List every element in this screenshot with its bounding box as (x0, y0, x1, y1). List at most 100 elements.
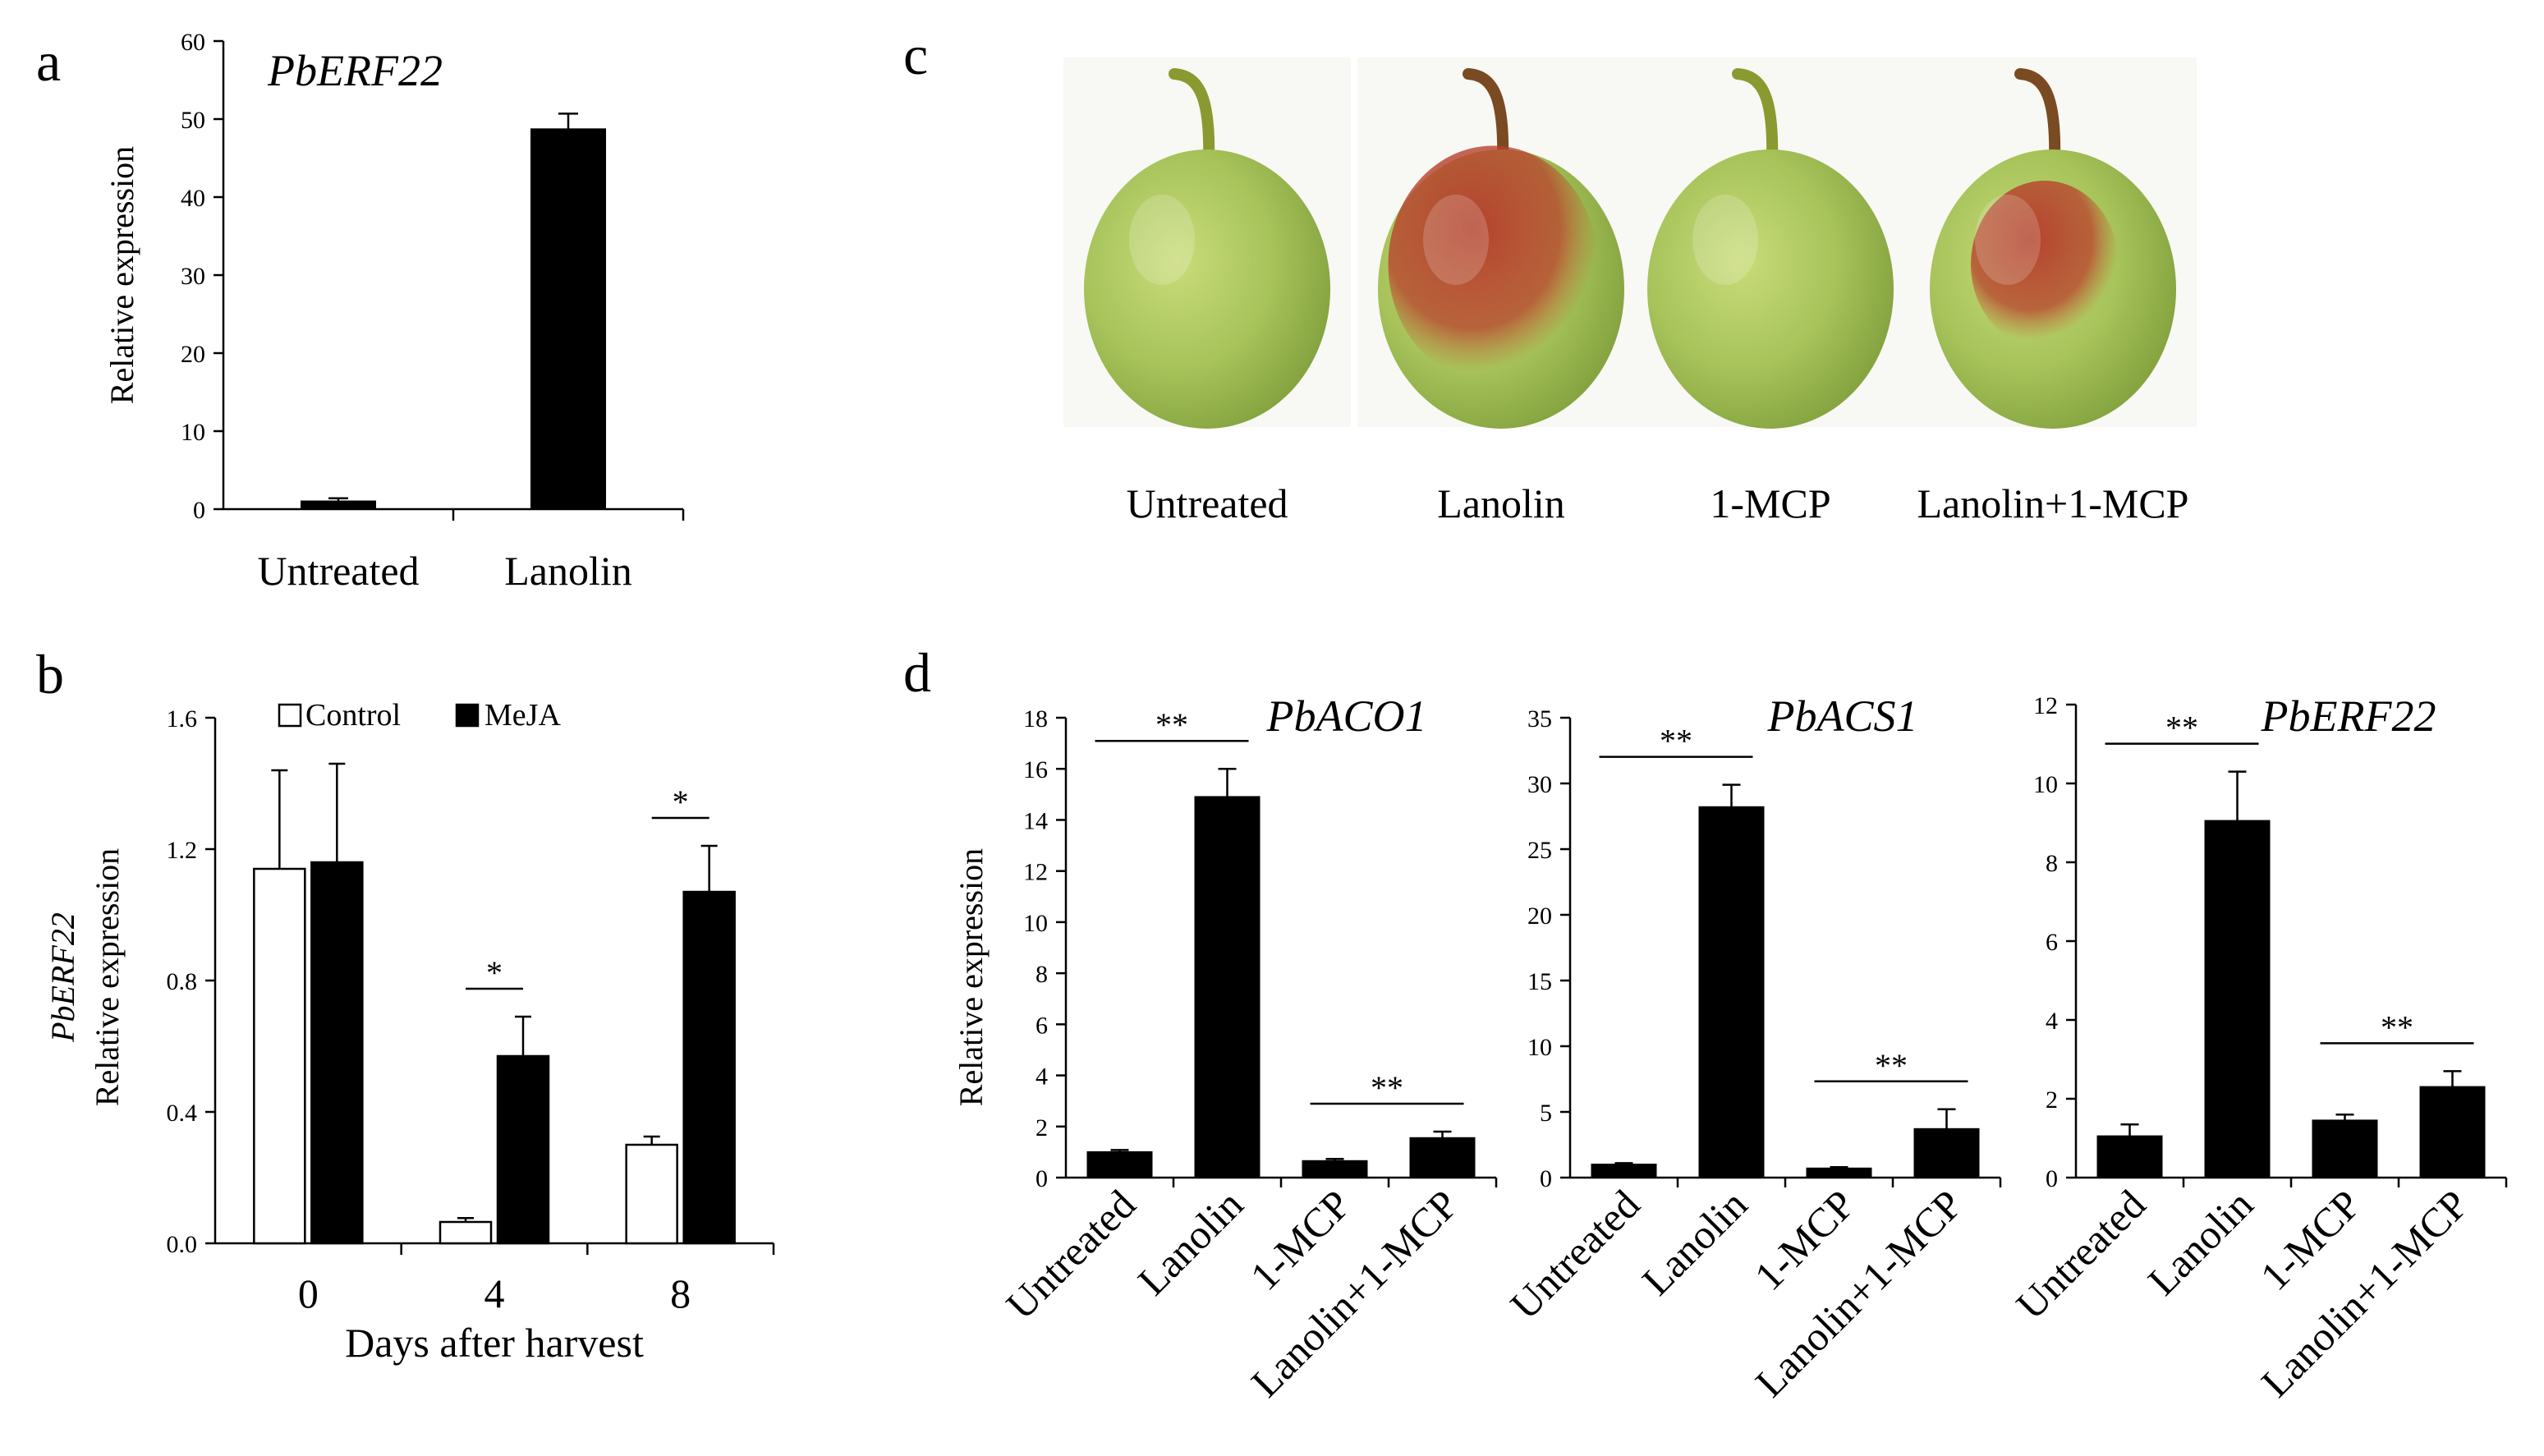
panel-c: c Untreated Lanolin 1-MCP Lanolin+1-MCP (903, 24, 2197, 526)
panel-d-chart-2-category-label: Lanolin (1633, 1181, 1756, 1304)
panel-b-category-label: 4 (484, 1270, 505, 1316)
panel-d-chart-1-y-tick-label: 16 (1023, 756, 1048, 783)
panel-b-legend-swatch-control (278, 703, 302, 728)
panel-d-chart-1: 024681012141618UntreatedLanolin1-MCPLano… (997, 691, 1498, 1406)
panel-d-chart-2-title: PbACS1 (1767, 691, 1918, 741)
panel-d-chart-1-bar (1194, 796, 1261, 1178)
panel-c-pear-highlight (1423, 195, 1489, 285)
panel-c-pear-highlight (1129, 195, 1195, 285)
panel-b-letter: b (36, 643, 64, 705)
panel-c-pear-label: Lanolin+1-MCP (1917, 480, 2189, 526)
panel-a-y-tick-label: 60 (181, 29, 205, 56)
panel-d-chart-1-y-tick-label: 4 (1036, 1063, 1048, 1091)
panel-c-pear-photo: 1-MCP (1627, 57, 1914, 526)
panel-b-significance-label: * (486, 954, 503, 991)
panel-a-y-tick-label: 30 (181, 263, 205, 290)
panel-c-pear-photo: Lanolin (1357, 57, 1645, 526)
panel-d-chart-1-y-tick-label: 0 (1036, 1165, 1048, 1192)
panel-c-pear-photo: Untreated (1063, 57, 1351, 526)
panel-d-chart-3-y-tick-label: 2 (2046, 1086, 2058, 1114)
panel-d-chart-3: 024681012UntreatedLanolin1-MCPLanolin+1-… (2007, 691, 2508, 1406)
panel-d-chart-2-bar (1806, 1167, 1872, 1179)
panel-d-chart-1-bar (1302, 1160, 1368, 1179)
panel-d-chart-3-significance-label: ** (2381, 1008, 2413, 1045)
panel-d-chart-1-bar (1086, 1151, 1153, 1179)
panel-d-chart-2-y-tick-label: 35 (1527, 705, 1552, 733)
panel-a-y-axis-title: Relative expression (103, 146, 140, 404)
panel-c-pear-body (1084, 149, 1330, 429)
panel-c-pear-stem (1463, 68, 1509, 168)
panel-d-chart-3-bar (2419, 1086, 2486, 1178)
panel-b-y-tick-label: 1.2 (167, 837, 198, 864)
panel-d-chart-1-significance-label: ** (1155, 706, 1188, 743)
panel-b-bar-meja (496, 1054, 550, 1245)
panel-a-title: PbERF22 (267, 46, 443, 95)
panel-d-chart-1-y-tick-label: 2 (1036, 1114, 1048, 1141)
panel-d-chart-2-bar (1913, 1128, 1980, 1179)
panel-c-pear-photo: Lanolin+1-MCP (1909, 57, 2197, 526)
panel-a-y-tick-label: 0 (193, 497, 205, 524)
panel-b-y-tick-label: 0.4 (167, 1100, 198, 1127)
panel-d-chart-2-significance-label: ** (1875, 1047, 1908, 1084)
panel-b-y-axis-title: Relative expression (89, 848, 126, 1106)
panel-b-legend-label-control: Control (305, 698, 401, 733)
panel-d-chart-1-y-tick-label: 14 (1023, 807, 1048, 834)
panel-d-chart-3-title: PbERF22 (2261, 691, 2436, 741)
panel-b-legend-label-meja: MeJA (484, 698, 561, 733)
panel-b: b 0.0 0.4 0.8 1.2 1.6 0 4 * 8 * Days after harvest P… (36, 643, 775, 1366)
panel-d-chart-3-y-tick-label: 8 (2046, 850, 2058, 877)
panel-c-pear-body (1647, 149, 1894, 429)
panel-d-chart-2-category-label: Untreated (1501, 1181, 1648, 1328)
panel-c-pear-highlight (1975, 195, 2041, 285)
panel-d-letter: d (903, 641, 931, 704)
panel-d-chart-3-y-tick-label: 12 (2033, 692, 2058, 719)
panel-b-x-axis-title: Days after harvest (345, 1320, 644, 1366)
panel-d-chart-3-bar (2204, 820, 2271, 1178)
panel-d-chart-3-y-tick-label: 10 (2033, 771, 2058, 798)
panel-c-pear-stem (2014, 68, 2061, 168)
panel-d-chart-1-y-tick-label: 10 (1023, 910, 1048, 937)
panel-b-bar-control (439, 1220, 493, 1245)
panel-a-letter: a (36, 30, 61, 93)
panel-c-pear-blush (1388, 145, 1598, 384)
panel-d-chart-3-y-tick-label: 6 (2046, 929, 2058, 956)
panel-d-chart-1-y-tick-label: 12 (1023, 859, 1048, 886)
panel-b-y-axis-title-gene: PbERF22 (44, 912, 81, 1043)
panel-d-chart-1-significance-label: ** (1371, 1069, 1403, 1106)
panel-d-chart-3-y-tick-label: 0 (2046, 1165, 2058, 1192)
panel-d-chart-2-y-tick-label: 5 (1540, 1100, 1552, 1127)
panel-d-y-axis-title: Relative expression (953, 848, 990, 1106)
panel-a-bar (530, 128, 606, 510)
panel-a-category-label: Lanolin (504, 548, 632, 594)
panel-b-y-tick-label: 1.6 (167, 705, 198, 733)
panel-c-pear-blush (1971, 181, 2119, 348)
panel-d-chart-1-title: PbACO1 (1266, 691, 1427, 741)
panel-b-bar-meja (310, 861, 364, 1245)
panel-d-chart-2-bar (1591, 1164, 1657, 1178)
panel-d: d Relative expression 0 2 4 6 8 10 12 14 16 18 Untre… (903, 641, 2508, 1406)
panel-c-pear-label: 1-MCP (1710, 480, 1830, 526)
panel-d-chart-2-bar (1698, 806, 1765, 1178)
panel-d-chart-2-y-tick-label: 0 (1540, 1165, 1552, 1192)
panel-d-chart-2-significance-label: ** (1660, 723, 1692, 760)
panel-d-chart-1-category-label: Lanolin (1129, 1181, 1252, 1304)
panel-b-legend-swatch-meja (455, 703, 480, 728)
panel-a-category-label: Untreated (257, 548, 419, 594)
panel-b-bar-meja (682, 890, 736, 1245)
panel-a-bar (301, 500, 376, 510)
panel-a-y-tick-label: 20 (181, 341, 205, 368)
panel-d-chart-3-category-label: Lanolin (2139, 1181, 2262, 1304)
panel-d-chart-1-y-tick-label: 8 (1036, 961, 1048, 988)
panel-b-category-label: 8 (670, 1270, 691, 1316)
panel-d-chart-3-bar (2312, 1119, 2378, 1179)
panel-d-chart-2-y-tick-label: 10 (1527, 1034, 1552, 1061)
panel-b-significance-label: * (673, 783, 689, 820)
panel-c-pear-label: Lanolin (1437, 480, 1565, 526)
panel-d-chart-1-bar (1409, 1137, 1476, 1179)
panel-d-chart-2-y-tick-label: 20 (1527, 903, 1552, 930)
panel-c-letter: c (903, 24, 928, 86)
panel-d-chart-2-y-tick-label: 15 (1527, 968, 1552, 995)
panel-a: a 0 10 20 30 40 50 60 Untreated Lanolin PbERF22 Rel… (36, 29, 685, 594)
panel-a-y-tick-label: 50 (181, 107, 205, 134)
